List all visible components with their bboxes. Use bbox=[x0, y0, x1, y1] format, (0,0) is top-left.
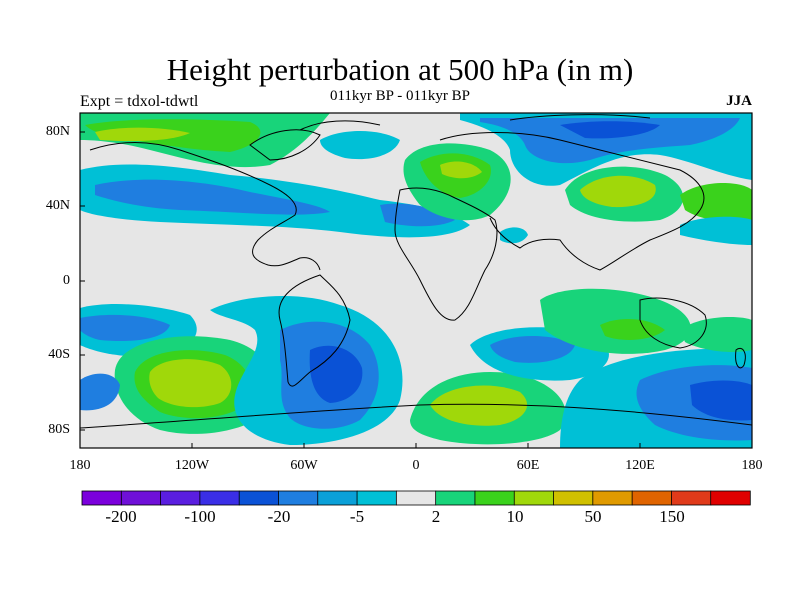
lat-label-80s: 80S bbox=[48, 422, 70, 437]
colorbar-swatch bbox=[120, 490, 162, 506]
contour-natl-neg-small bbox=[320, 131, 400, 160]
contour-na-negative-core bbox=[95, 179, 330, 215]
colorbar-label: -5 bbox=[349, 507, 365, 526]
season-label: JJA bbox=[726, 93, 752, 109]
lat-label-80n: 80N bbox=[45, 124, 70, 139]
lon-label-180w: 180 bbox=[69, 458, 91, 473]
colorbar-label: 150 bbox=[659, 507, 685, 526]
contour-easia-positive-core bbox=[580, 175, 656, 208]
colorbar-label: 10 bbox=[506, 507, 524, 526]
contour-sind-positive-core bbox=[600, 318, 665, 340]
lon-label-120w: 120W bbox=[174, 458, 210, 473]
lat-label-40n: 40N bbox=[45, 198, 70, 213]
colorbar-swatch bbox=[395, 490, 437, 506]
colorbar-swatch bbox=[81, 490, 122, 506]
coastlines bbox=[80, 114, 752, 429]
colorbar-swatch bbox=[631, 490, 673, 506]
colorbar-swatch bbox=[317, 490, 358, 506]
colorbar-label: -200 bbox=[105, 507, 137, 526]
colorbar-swatch bbox=[160, 490, 201, 506]
experiment-label: Expt = tdxol-tdwtl bbox=[80, 93, 199, 110]
colorbar-label: -100 bbox=[184, 507, 216, 526]
lon-label-60w: 60W bbox=[290, 458, 318, 473]
colorbar-swatch bbox=[278, 490, 319, 506]
colorbar-swatch bbox=[671, 490, 712, 506]
contour-aus-negative-core2 bbox=[690, 380, 752, 421]
contour-sind-negative-core bbox=[490, 336, 575, 363]
colorbar-swatch bbox=[356, 490, 398, 506]
lon-label-0: 0 bbox=[412, 458, 420, 473]
contour-na-negative-core2 bbox=[380, 203, 455, 227]
axis-ticks bbox=[80, 131, 641, 448]
colorbar-swatch bbox=[474, 490, 515, 506]
colorbar-swatch bbox=[435, 490, 476, 506]
colorbar-label: 50 bbox=[584, 507, 602, 526]
lat-label-40s: 40S bbox=[48, 347, 70, 362]
contour-sh-neg-west-core bbox=[80, 314, 170, 342]
lat-label-0: 0 bbox=[63, 273, 70, 288]
contour-asia-negative-core2 bbox=[560, 121, 660, 139]
colorbar-swatch bbox=[238, 490, 280, 506]
contour-nz-positive bbox=[680, 317, 752, 353]
lon-label-180e: 180 bbox=[741, 458, 763, 473]
colorbar bbox=[81, 490, 751, 506]
colorbar-swatch bbox=[199, 490, 240, 506]
colorbar-label: 2 bbox=[431, 507, 441, 526]
contour-npac-negative bbox=[680, 216, 752, 245]
lon-label-120e: 120E bbox=[625, 458, 655, 473]
contour-europe-positive-yellow bbox=[440, 161, 482, 179]
colorbar-swatch bbox=[710, 490, 751, 506]
contour-sepac-positive-yellow bbox=[149, 359, 232, 408]
colorbar-swatch bbox=[553, 490, 594, 506]
contour-arctic-positive-yellow bbox=[95, 127, 190, 142]
colorbar-label: -20 bbox=[267, 507, 291, 526]
contour-sa-negative-core2 bbox=[309, 345, 363, 403]
colorbar-swatch bbox=[592, 490, 633, 506]
contour-sw-pac-negative bbox=[80, 373, 120, 411]
map-plot-area bbox=[80, 113, 752, 448]
lon-label-60e: 60E bbox=[516, 458, 540, 473]
colorbar-swatch bbox=[513, 490, 555, 506]
contour-satl-positive-core bbox=[430, 385, 528, 426]
contour-asia-negative-core bbox=[480, 118, 740, 164]
map-subtitle: 011kyr BP - 011kyr BP bbox=[329, 88, 470, 104]
map-title: Height perturbation at 500 hPa (in m) bbox=[166, 52, 634, 87]
